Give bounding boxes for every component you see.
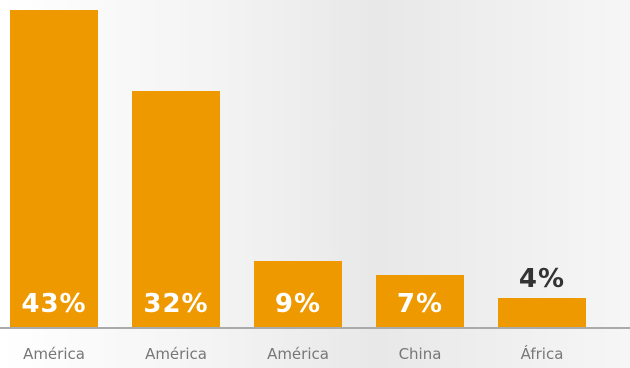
category-label-1: América bbox=[145, 345, 207, 363]
category-label-3: China bbox=[398, 345, 442, 363]
value-label-2: 9% bbox=[274, 289, 322, 319]
x-axis-baseline bbox=[0, 327, 630, 329]
bar-0 bbox=[10, 10, 98, 327]
bar-3 bbox=[376, 275, 464, 327]
category-label-2: América bbox=[267, 345, 329, 363]
bar-1 bbox=[132, 91, 220, 327]
category-label-0: América bbox=[23, 345, 85, 363]
value-label-3: 7% bbox=[396, 289, 444, 319]
value-label-1: 32% bbox=[143, 289, 209, 319]
category-label-4: África bbox=[520, 345, 564, 363]
bar-4 bbox=[498, 298, 586, 327]
value-label-0: 43% bbox=[21, 289, 87, 319]
value-label-4: 4% bbox=[518, 264, 566, 294]
bar-2 bbox=[254, 261, 342, 327]
